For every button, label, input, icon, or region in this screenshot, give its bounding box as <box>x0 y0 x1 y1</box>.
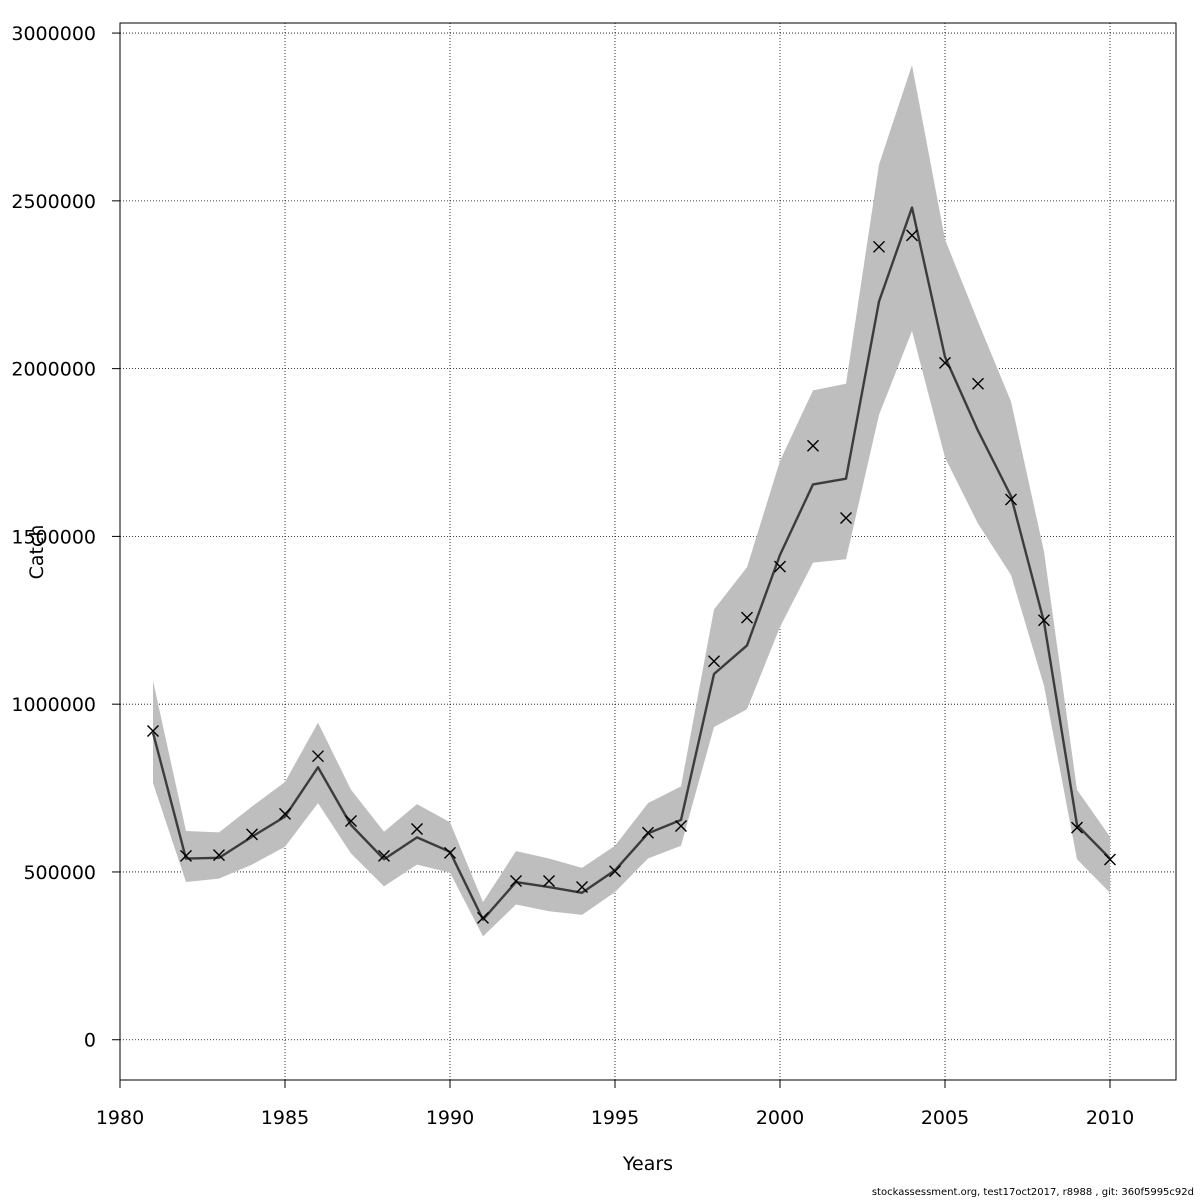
observed-point-1995 <box>609 865 621 878</box>
observed-point-2001 <box>807 439 819 452</box>
observed-point-1999 <box>741 611 753 624</box>
observed-point-1983 <box>213 849 225 862</box>
observed-point-1984 <box>246 828 258 841</box>
observed-point-1991 <box>477 911 489 924</box>
y-tick-label-0: 0 <box>84 1030 96 1052</box>
observed-point-2008 <box>1038 614 1050 627</box>
observed-point-stroke-b <box>411 823 423 835</box>
confidence-band-area <box>153 64 1110 937</box>
observed-point-stroke-b <box>972 377 984 390</box>
observed-point-1997 <box>675 819 687 832</box>
estimate-line-group <box>151 206 1111 921</box>
confidence-band <box>153 64 1110 937</box>
observed-point-stroke-b <box>873 240 885 253</box>
plot-frame <box>119 22 1177 1081</box>
y-axis-title: Catch <box>26 525 48 580</box>
observed-point-2000 <box>774 560 786 573</box>
observed-point-2005 <box>939 356 951 369</box>
y-tick-label-1000000: 1000000 <box>11 694 96 716</box>
observed-point-1987 <box>345 814 357 827</box>
observed-point-stroke-b <box>906 229 918 242</box>
observed-point-1989 <box>411 823 423 835</box>
observed-point-stroke-b <box>312 750 324 763</box>
x-axis-title: Years <box>622 1153 673 1175</box>
x-tick-label-1980: 1980 <box>96 1107 144 1129</box>
observed-point-stroke-b <box>840 511 852 524</box>
observed-point-2007 <box>1005 493 1017 506</box>
axes: 1980 1985 1990 1995 2000 2005 2010 0 500000 10000… <box>11 22 1177 1129</box>
observed-point-2004 <box>906 229 918 242</box>
y-tick-label-2000000: 2000000 <box>11 359 96 381</box>
observed-point-stroke-b <box>807 439 819 452</box>
observed-point-stroke-b <box>279 807 291 820</box>
observed-point-stroke-b <box>1038 614 1050 627</box>
observed-point-1985 <box>279 807 291 820</box>
observed-point-stroke-b <box>939 356 951 369</box>
observed-point-2002 <box>840 511 852 524</box>
observed-point-1981 <box>147 725 159 738</box>
observed-point-stroke-b <box>708 655 720 668</box>
observed-point-1990 <box>444 846 456 859</box>
observed-point-stroke-b <box>510 875 522 888</box>
observed-point-stroke-b <box>1071 821 1083 834</box>
y-tick-label-2500000: 2500000 <box>11 191 96 213</box>
y-tick-label-1500000: 1500000 <box>11 526 96 548</box>
observed-point-2003 <box>873 240 885 253</box>
x-tick-label-2010: 2010 <box>1086 1107 1134 1129</box>
x-tick-label-1990: 1990 <box>426 1107 474 1129</box>
observed-point-stroke-b <box>246 828 258 841</box>
x-tick-label-2000: 2000 <box>756 1107 804 1129</box>
y-tick-label-3000000: 3000000 <box>11 23 96 45</box>
observed-point-1988 <box>378 849 390 862</box>
observed-point-1986 <box>312 750 324 763</box>
observed-point-stroke-b <box>147 725 159 738</box>
observed-point-stroke-b <box>1104 853 1116 866</box>
observed-point-1996 <box>642 826 654 839</box>
observed-point-stroke-b <box>444 846 456 859</box>
y-tick-label-500000: 500000 <box>23 862 96 884</box>
observed-point-1982 <box>180 849 192 862</box>
observed-point-2006 <box>972 377 984 390</box>
observed-point-stroke-b <box>642 826 654 839</box>
observed-point-stroke-b <box>543 875 555 888</box>
footer-note: stockassessment.org, test17oct2017, r898… <box>871 1187 1194 1198</box>
observed-markers <box>147 229 1116 924</box>
observed-point-1994 <box>576 881 588 894</box>
observed-point-stroke-b <box>774 560 786 573</box>
observed-point-stroke-b <box>576 881 588 894</box>
estimate-line <box>151 206 1111 921</box>
observed-point-stroke-b <box>213 849 225 862</box>
observed-point-stroke-b <box>378 849 390 862</box>
observed-point-stroke-b <box>741 611 753 624</box>
observed-point-1993 <box>543 875 555 888</box>
observed-point-1992 <box>510 875 522 888</box>
x-tick-label-1985: 1985 <box>261 1107 309 1129</box>
observed-point-1998 <box>708 655 720 668</box>
observed-point-stroke-b <box>675 819 687 832</box>
observed-point-2009 <box>1071 821 1083 834</box>
x-tick-label-2005: 2005 <box>921 1107 969 1129</box>
observed-point-2010 <box>1104 853 1116 866</box>
observed-point-stroke-b <box>1005 493 1017 506</box>
observed-point-stroke-b <box>180 849 192 862</box>
observed-point-stroke-b <box>609 865 621 878</box>
x-tick-label-1995: 1995 <box>591 1107 639 1129</box>
observed-point-stroke-b <box>345 814 357 827</box>
observed-point-stroke-b <box>477 911 489 924</box>
